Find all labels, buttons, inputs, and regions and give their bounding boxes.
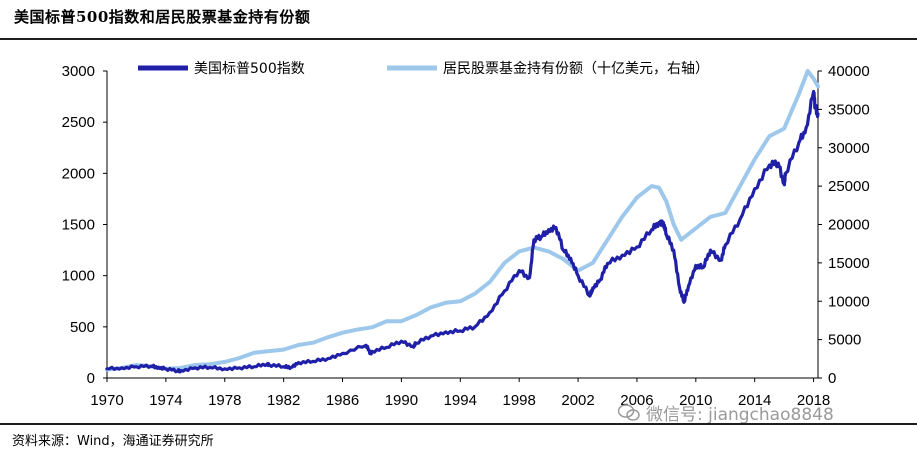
y-right-tick-label: 40000 [828,63,870,80]
x-tick-label: 1994 [444,392,477,409]
x-tick-label: 1990 [385,392,418,409]
y-left-tick-label: 2000 [62,165,95,182]
y-left-tick-label: 2500 [62,114,95,131]
legend: 美国标普500指数 居民股票基金持有份额（十亿美元，右轴） [138,60,709,77]
series-line-sp500 [105,89,820,374]
y-right-tick-label: 35000 [828,101,870,118]
y-left-tick-label: 0 [87,370,95,387]
chart-canvas: 0500100015002000250030000500010000150002… [62,60,870,409]
x-tick-label: 1970 [90,392,123,409]
y-left-tick-label: 3000 [62,63,95,80]
x-tick-label: 2014 [738,392,771,409]
axes-group: 0500100015002000250030000500010000150002… [62,63,870,409]
x-tick-label: 2010 [679,392,712,409]
title-rule [0,38,917,40]
series-layer [105,69,820,374]
y-right-tick-label: 10000 [828,293,870,310]
x-tick-label: 1998 [502,392,535,409]
y-left-tick-label: 1000 [62,268,95,285]
wechat-icon [618,403,640,421]
y-right-tick-label: 20000 [828,217,870,234]
legend-label-sp500: 美国标普500指数 [194,61,305,77]
y-right-tick-label: 5000 [828,332,861,349]
y-left-tick-label: 500 [70,319,95,336]
chart-title: 美国标普500指数和居民股票基金持有份额 [14,8,311,26]
x-tick-label: 1982 [267,392,300,409]
x-tick-label: 2018 [797,392,830,409]
footer-rule [0,423,917,425]
source-note: 资料来源：Wind，海通证券研究所 [12,434,214,449]
series-line-funds [105,69,820,372]
watermark: 微信号: jiangchao8848 [618,400,834,425]
watermark-text: 微信号: jiangchao8848 [646,405,834,425]
x-tick-label: 1978 [208,392,241,409]
y-right-tick-label: 15000 [828,255,870,272]
x-tick-label: 2002 [561,392,594,409]
legend-label-funds: 居民股票基金持有份额（十亿美元，右轴） [443,60,709,77]
x-tick-label: 1974 [149,392,182,409]
x-tick-label: 1986 [326,392,359,409]
y-right-tick-label: 0 [828,370,836,387]
y-right-tick-label: 25000 [828,178,870,195]
y-left-tick-label: 1500 [62,217,95,234]
y-right-tick-label: 30000 [828,140,870,157]
